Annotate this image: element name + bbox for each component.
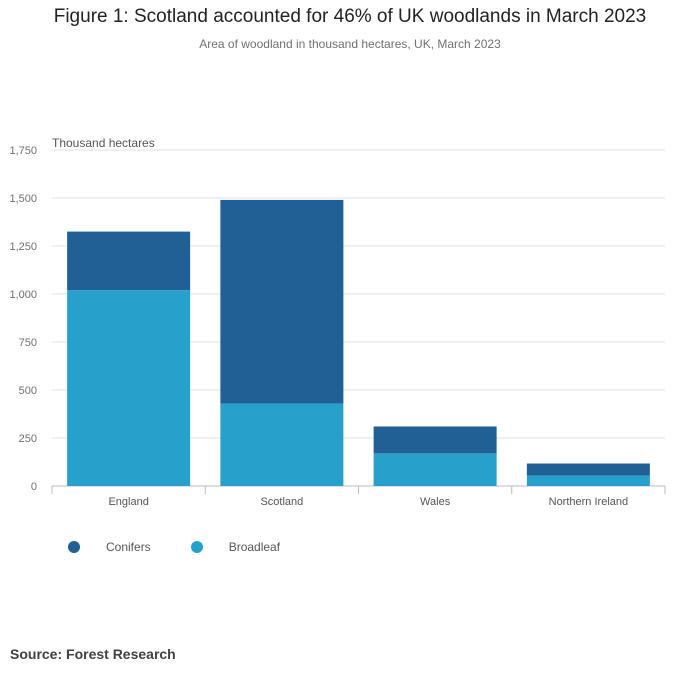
bar-broadleaf-northern-ireland	[526, 475, 650, 486]
legend-label-conifers: Conifers	[106, 540, 151, 554]
bar-conifers-england	[67, 231, 191, 291]
x-tick-label: Northern Ireland	[549, 496, 629, 508]
legend-item-conifers: Conifers	[68, 540, 151, 554]
y-tick-label: 500	[19, 385, 37, 397]
legend-swatch-broadleaf	[190, 541, 203, 553]
legend-swatch-conifers	[68, 541, 80, 553]
y-tick-label: 1,750	[9, 145, 37, 157]
chart-subtitle: Area of woodland in thousand hectares, U…	[199, 37, 501, 51]
bar-conifers-scotland	[220, 199, 344, 404]
x-tick-label: Wales	[420, 496, 451, 508]
bar-conifers-northern-ireland	[526, 463, 650, 476]
y-tick-label: 1,500	[9, 193, 37, 205]
chart-title: Figure 1: Scotland accounted for 46% of …	[53, 6, 647, 27]
y-tick-label: 250	[19, 433, 37, 445]
y-tick-label: 1,000	[9, 289, 37, 301]
stacked-bar-chart: 0 250 500 750 1,000 1,250 1,500 1,750 Thousand h…	[9, 136, 666, 508]
bar-broadleaf-scotland	[220, 403, 344, 486]
bar-broadleaf-england	[67, 290, 191, 486]
y-tick-label: 1,250	[9, 241, 37, 253]
bar-conifers-wales	[373, 426, 497, 454]
source-note: Source: Forest Research	[10, 646, 176, 662]
y-axis-label: Thousand hectares	[52, 136, 155, 150]
x-tick-label: England	[108, 496, 148, 508]
legend: Conifers Broadleaf	[68, 540, 320, 554]
x-tick-label: Scotland	[260, 496, 303, 508]
y-tick-label: 750	[19, 337, 37, 349]
bar-broadleaf-wales	[373, 453, 497, 486]
legend-label-broadleaf: Broadleaf	[228, 540, 281, 554]
y-tick-label: 0	[31, 481, 37, 493]
legend-item-broadleaf: Broadleaf	[190, 540, 281, 554]
